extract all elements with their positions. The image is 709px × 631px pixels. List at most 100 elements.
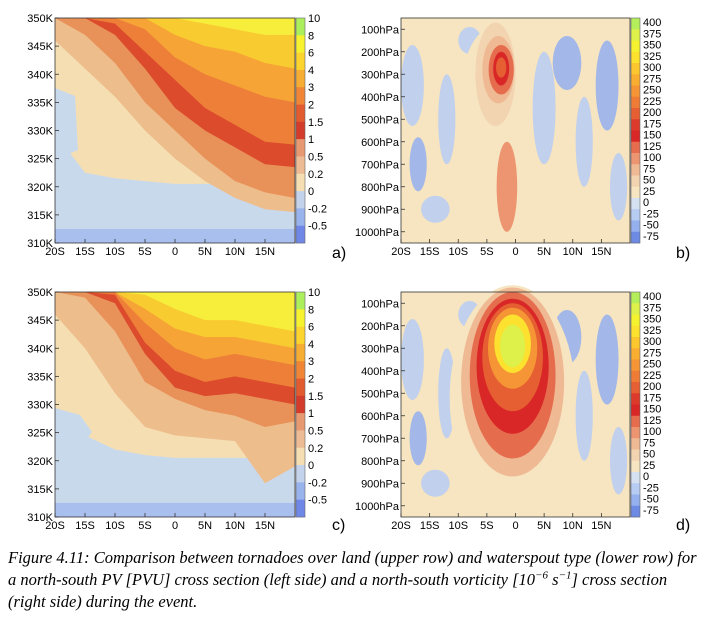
x-tick-label-c-3: 5S: [138, 520, 151, 532]
y-tick-label-c-4: 330K: [27, 400, 53, 412]
y-tick-label-a-7: 345K: [27, 41, 53, 53]
vor-patch-d-6: [575, 370, 593, 461]
y-tick-label-b-3: 400hPa: [361, 92, 400, 104]
colorbar-swatch-b-4: [631, 63, 640, 75]
colorbar-swatch-c-9: [296, 447, 305, 466]
y-tick-label-b-1: 200hPa: [361, 47, 400, 59]
panel-label-a: a): [332, 245, 346, 262]
x-tick-label-b-7: 15N: [591, 246, 611, 258]
x-tick-label-c-1: 15S: [75, 520, 95, 532]
colorbar-swatch-a-12: [296, 225, 305, 244]
colorbar-swatch-c-1: [296, 309, 305, 327]
vor-patch-b-0: [401, 45, 424, 126]
colorbar-frame-d: [630, 291, 641, 518]
colorbar-label-a-10: 0: [308, 186, 314, 198]
vor-patch-d-9: [421, 469, 450, 497]
caption-text-units: s: [547, 570, 559, 589]
y-tick-label-b-0: 100hPa: [361, 24, 400, 36]
colorbar-swatch-b-19: [631, 231, 640, 244]
y-tick-label-b-7: 800hPa: [361, 182, 400, 194]
colorbar-swatch-b-5: [631, 74, 640, 86]
colorbar-swatch-b-14: [631, 175, 640, 188]
colorbar-swatch-b-3: [631, 51, 640, 64]
colorbar-label-d-17: -25: [643, 482, 659, 494]
colorbar-swatch-b-7: [631, 96, 640, 109]
colorbar-label-b-16: 0: [643, 197, 649, 209]
colorbar-label-a-8: 0.5: [308, 151, 323, 163]
colorbar-label-b-11: 125: [643, 141, 661, 153]
colorbar-swatch-b-15: [631, 186, 640, 199]
vor-patch-d-7: [595, 314, 619, 405]
colorbar-label-c-10: 0: [308, 460, 314, 472]
colorbar-swatch-d-17: [631, 483, 640, 495]
colorbar-label-b-8: 200: [643, 107, 661, 119]
colorbar-label-d-14: 50: [643, 449, 655, 461]
vor-patch-d-0: [401, 319, 424, 400]
colorbar-label-d-7: 225: [643, 370, 661, 382]
x-tick-label-b-0: 20S: [391, 246, 411, 258]
colorbar-label-d-10: 150: [643, 404, 661, 416]
colorbar-label-d-2: 350: [643, 314, 661, 326]
colorbar-label-b-18: -50: [643, 220, 659, 232]
y-tick-label-a-0: 310K: [27, 238, 53, 250]
colorbar-label-d-15: 25: [643, 460, 655, 472]
colorbar-swatch-a-7: [296, 139, 305, 157]
colorbar-label-a-9: 0.2: [308, 169, 323, 181]
pv-region-6-a: [55, 18, 295, 35]
colorbar-label-b-12: 100: [643, 152, 661, 164]
y-tick-label-a-6: 340K: [27, 69, 53, 81]
colorbar-swatch-a-11: [296, 208, 305, 226]
colorbar-swatch-d-13: [631, 438, 640, 450]
x-tick-label-a-7: 15N: [255, 246, 275, 258]
colorbar-label-c-5: 2: [308, 374, 314, 386]
x-tick-label-a-6: 10N: [225, 246, 245, 258]
y-tick-label-d-1: 200hPa: [361, 321, 400, 333]
colorbar-swatch-c-0: [296, 292, 305, 310]
colorbar-label-c-9: 0.2: [308, 443, 323, 455]
colorbar-label-a-5: 2: [308, 100, 314, 112]
colorbar-label-d-8: 200: [643, 381, 661, 393]
pv-region-6-c: [55, 292, 295, 332]
x-tick-label-c-6: 10N: [225, 520, 245, 532]
x-tick-label-d-2: 10S: [448, 520, 468, 532]
colorbar-swatch-d-12: [631, 427, 640, 439]
x-tick-label-d-1: 15S: [420, 520, 440, 532]
y-tick-label-b-2: 300hPa: [361, 69, 400, 81]
colorbar-label-d-13: 75: [643, 437, 655, 449]
y-tick-label-c-1: 315K: [27, 484, 53, 496]
y-tick-label-a-8: 350K: [27, 13, 53, 25]
colorbar-swatch-b-0: [631, 18, 640, 30]
x-tick-label-b-4: 0: [512, 246, 518, 258]
colorbar-swatch-a-3: [296, 69, 305, 88]
colorbar-label-c-2: 6: [308, 322, 314, 334]
colorbar-swatch-b-13: [631, 164, 640, 176]
colorbar-label-a-2: 6: [308, 48, 314, 60]
figure-caption: Figure 4.11: Comparison between tornadoe…: [8, 547, 704, 613]
y-tick-label-c-0: 310K: [27, 512, 53, 524]
y-tick-label-d-4: 500hPa: [361, 388, 400, 400]
y-tick-label-b-6: 700hPa: [361, 159, 400, 171]
colorbar-label-a-11: -0.2: [308, 203, 327, 215]
y-tick-label-c-2: 320K: [27, 456, 53, 468]
x-tick-label-a-1: 15S: [75, 246, 95, 258]
colorbar-swatch-c-12: [296, 499, 305, 518]
colorbar-label-c-4: 3: [308, 356, 314, 368]
y-tick-label-a-5: 335K: [27, 97, 53, 109]
y-tick-label-c-5: 335K: [27, 371, 53, 383]
colorbar-label-d-1: 375: [643, 302, 661, 314]
pv-tongue-a: [55, 88, 78, 160]
colorbar-swatch-c-2: [296, 326, 305, 345]
colorbar-label-b-3: 325: [643, 51, 661, 63]
colorbar-label-c-12: -0.5: [308, 495, 327, 507]
colorbar-label-d-3: 325: [643, 325, 661, 337]
x-tick-label-a-0: 20S: [45, 246, 65, 258]
colorbar-label-c-1: 8: [308, 304, 314, 316]
caption-text: Figure 4.11: Comparison between tornadoe…: [8, 548, 697, 589]
colorbar-label-c-0: 10: [308, 287, 320, 299]
colorbar-swatch-a-2: [296, 52, 305, 71]
y-tick-label-a-4: 330K: [27, 126, 53, 138]
y-tick-label-d-9: 1000hPa: [355, 501, 400, 513]
colorbar-label-c-7: 1: [308, 408, 314, 420]
colorbar-label-a-1: 8: [308, 30, 314, 42]
colorbar-label-d-11: 125: [643, 415, 661, 427]
